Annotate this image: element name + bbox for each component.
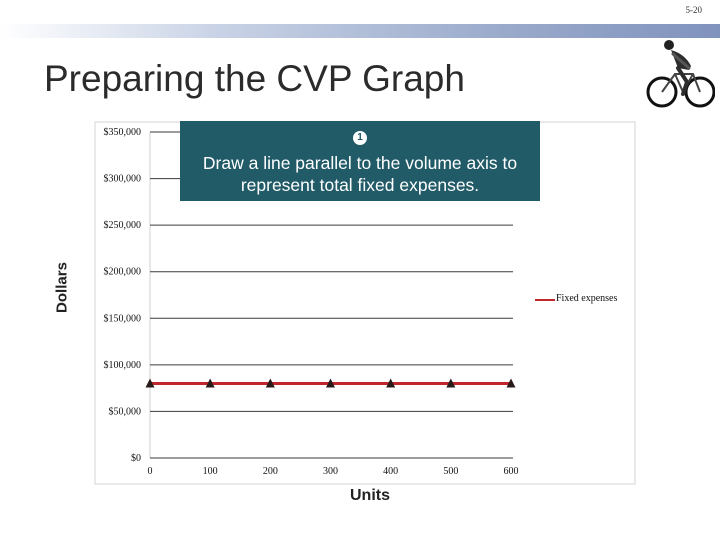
y-tick-label: $350,000 xyxy=(104,127,142,138)
data-point-marker xyxy=(446,378,456,388)
y-tick-label: $200,000 xyxy=(104,267,142,278)
x-tick-label: 0 xyxy=(148,466,153,477)
legend-swatch xyxy=(535,299,555,301)
x-tick-label: 100 xyxy=(203,466,218,477)
x-tick-label: 200 xyxy=(263,466,278,477)
x-tick-label: 600 xyxy=(504,466,519,477)
y-tick-label: $100,000 xyxy=(104,360,142,371)
page-number: 5-20 xyxy=(685,5,703,15)
callout-text: Draw a line parallel to the volume axis … xyxy=(202,153,518,195)
data-point-marker xyxy=(205,378,215,388)
y-axis-label: Dollars xyxy=(53,262,71,313)
data-point-marker xyxy=(506,378,516,388)
callout-box: 1 Draw a line parallel to the volume axi… xyxy=(180,121,540,201)
data-point-marker xyxy=(145,378,155,388)
header-bar xyxy=(0,24,720,38)
y-tick-label: $0 xyxy=(131,453,141,464)
x-tick-label: 300 xyxy=(323,466,338,477)
x-tick-label: 500 xyxy=(443,466,458,477)
data-point-marker xyxy=(386,378,396,388)
data-point-marker xyxy=(265,378,275,388)
x-tick-label: 400 xyxy=(383,466,398,477)
legend-label: Fixed expenses xyxy=(556,293,618,304)
x-axis-label: Units xyxy=(350,487,390,504)
cyclist-icon xyxy=(646,40,715,108)
callout-number-badge: 1 xyxy=(353,131,367,145)
y-tick-label: $50,000 xyxy=(109,406,142,417)
slide-title: Preparing the CVP Graph xyxy=(44,58,465,99)
y-tick-label: $300,000 xyxy=(104,174,142,185)
data-point-marker xyxy=(326,378,335,388)
y-tick-label: $150,000 xyxy=(104,313,142,324)
y-tick-label: $250,000 xyxy=(104,220,142,231)
